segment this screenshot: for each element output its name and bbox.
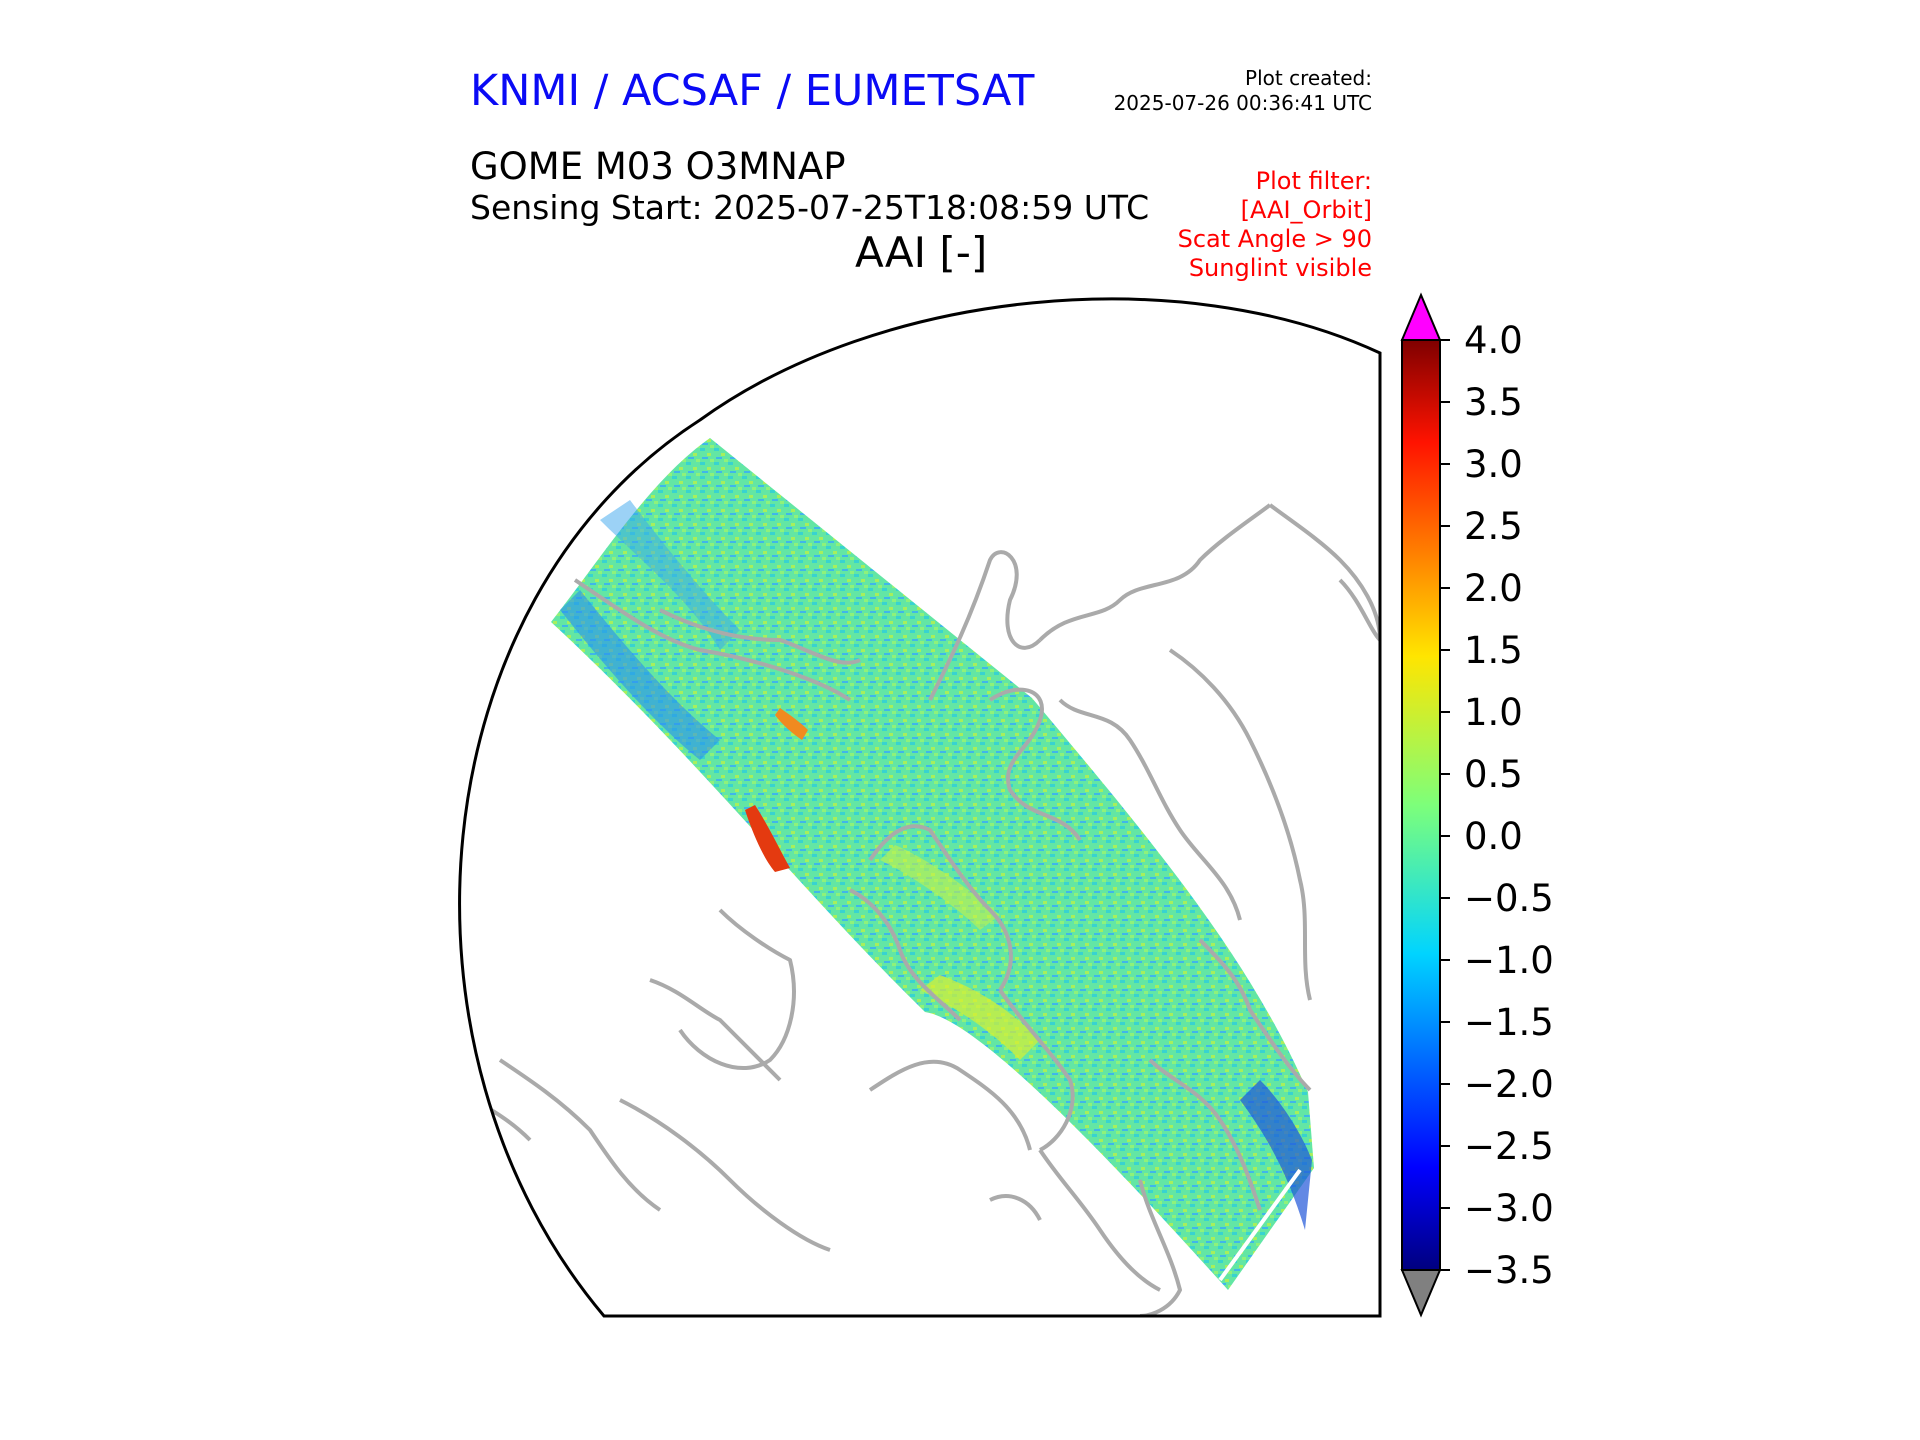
plot-created-label: Plot created: [1245, 66, 1372, 90]
colorbar-tick-label: −3.0 [1464, 1187, 1554, 1230]
swath-yellow-zone [920, 975, 1040, 1060]
plot-created-value: 2025-07-26 00:36:41 UTC [1113, 91, 1372, 115]
colorbar-under-extension [1400, 1269, 1442, 1318]
colorbar-tick-label: −0.5 [1464, 877, 1554, 920]
colorbar-tick-label: 3.0 [1464, 443, 1523, 486]
colorbar-tick-label: 0.5 [1464, 753, 1523, 796]
colorbar-tick-label: 1.5 [1464, 629, 1523, 672]
organization-title: KNMI / ACSAF / EUMETSAT [470, 66, 1035, 116]
swath-low-band [560, 590, 720, 760]
colorbar-tick-label: −2.0 [1464, 1063, 1554, 1106]
colorbar-tick-label: 4.0 [1464, 319, 1523, 362]
colorbar-gradient [1401, 339, 1441, 1271]
colorbar-tick-label: −2.5 [1464, 1125, 1554, 1168]
product-title: GOME M03 O3MNAP [470, 145, 846, 188]
colorbar-tick-label: 2.5 [1464, 505, 1523, 548]
colorbar-tick-label: 0.0 [1464, 815, 1523, 858]
swath-high-patch [775, 708, 808, 740]
coastlines [459, 503, 1380, 1317]
plot-filter-line: [AAI_Orbit] [1240, 196, 1372, 224]
colorbar-tick-label: 2.0 [1464, 567, 1523, 610]
colorbar-tick-label: 3.5 [1464, 381, 1523, 424]
map-area [459, 438, 1380, 1317]
plot-filter-line: Scat Angle > 90 [1177, 225, 1372, 253]
swath-low-edge [1240, 1080, 1312, 1230]
colorbar-ticks: 4.0 3.5 3.0 2.5 2.0 1.5 1.0 0.5 0.0 −0.5 −1.0 −1.5 −… [1440, 319, 1554, 1292]
aai-swath [551, 438, 1314, 1290]
colorbar-tick-label: −1.0 [1464, 939, 1554, 982]
plot-filter-label: Plot filter: [1255, 167, 1372, 195]
plot-created-info: Plot created: 2025-07-26 00:36:41 UTC [1114, 66, 1372, 116]
map-frame [458, 297, 1382, 1318]
colorbar: 4.0 3.5 3.0 2.5 2.0 1.5 1.0 0.5 0.0 −0.5 −1.0 −1.5 −… [1400, 292, 1554, 1318]
swath-low-band [600, 500, 740, 650]
swath-gap-line [1218, 1168, 1302, 1282]
colorbar-over-extension [1400, 292, 1442, 341]
variable-title: AAI [-] [855, 228, 988, 277]
swath-yellow-zone [880, 845, 1000, 930]
colorbar-tick-label: −1.5 [1464, 1001, 1554, 1044]
swath-high-patch [745, 805, 790, 872]
sensing-start: Sensing Start: 2025-07-25T18:08:59 UTC [470, 188, 1150, 227]
colorbar-tick-label: 1.0 [1464, 691, 1523, 734]
plot-filter-line: Sunglint visible [1188, 254, 1372, 282]
colorbar-tick-label: −3.5 [1464, 1249, 1554, 1292]
plot-filter: Plot filter: [AAI_Orbit] Scat Angle > 90… [1178, 167, 1372, 283]
